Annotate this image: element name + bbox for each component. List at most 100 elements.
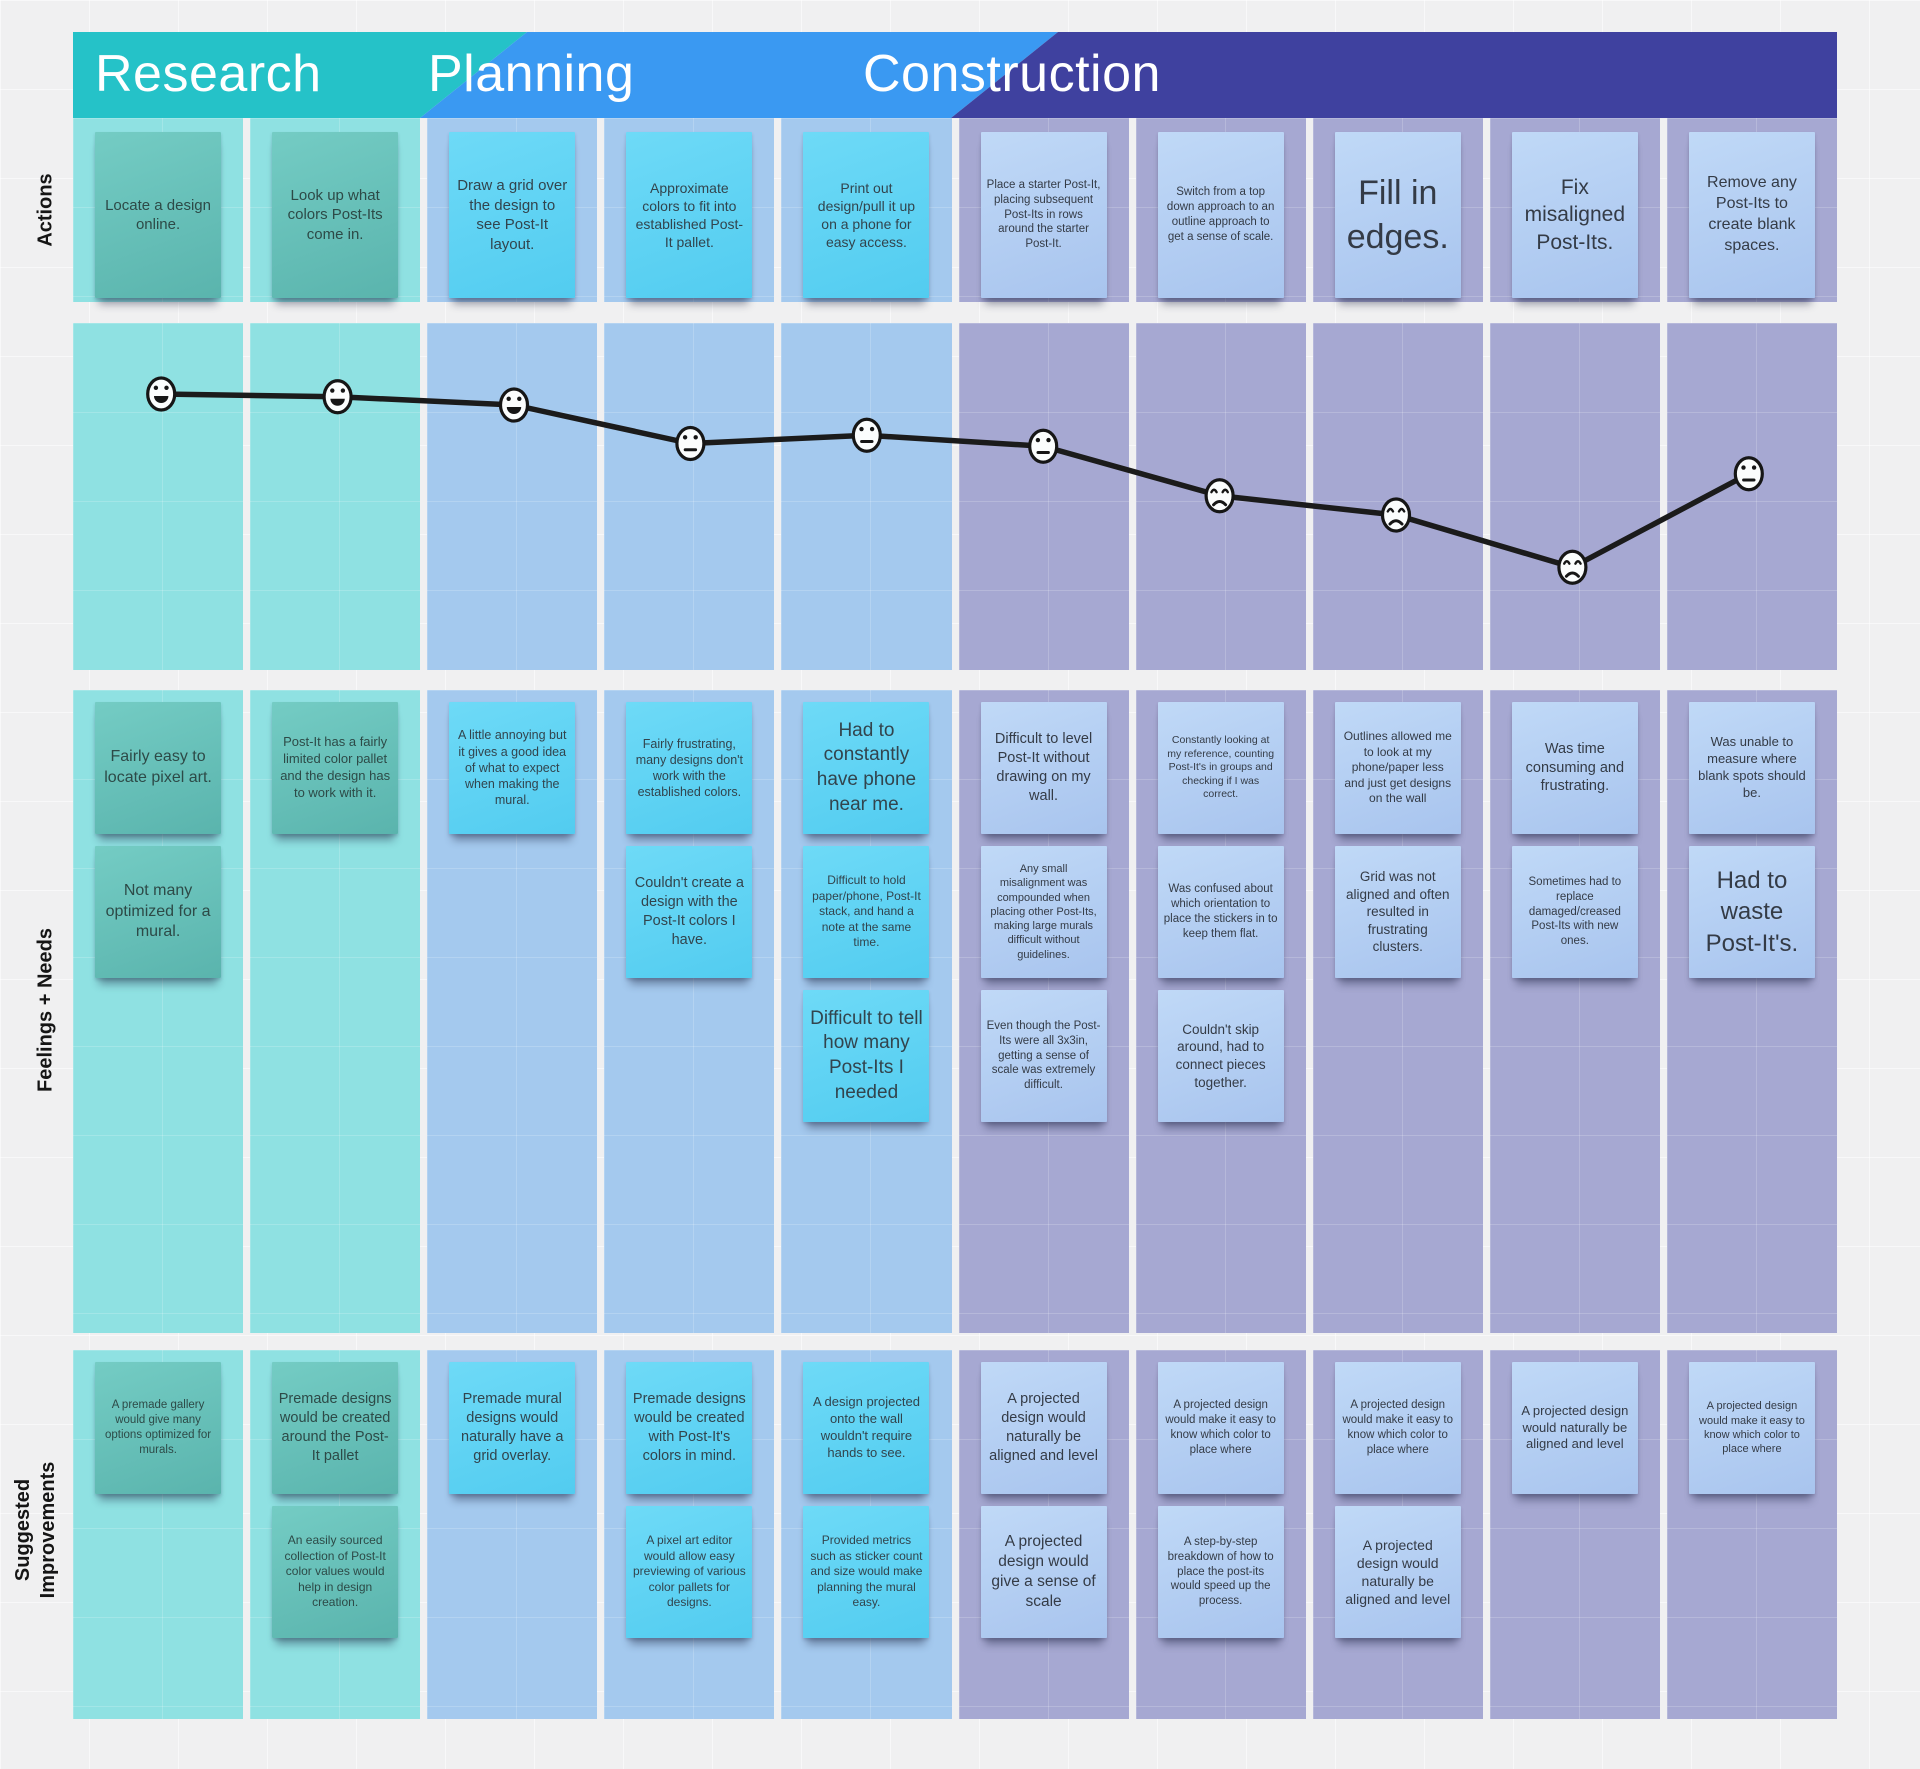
- emotion-face-neutral[interactable]: [851, 417, 882, 453]
- phase-column-planning: Had to constantly have phone near me. Dif…: [781, 690, 952, 1333]
- emotion-face-happy[interactable]: [322, 379, 353, 415]
- phase-column-planning: Premade designs would be created with Po…: [604, 1350, 775, 1719]
- feeling-note[interactable]: Post-It has a fairly limited color palle…: [272, 702, 399, 834]
- feeling-note[interactable]: Difficult to tell how many Post-Its I ne…: [803, 990, 930, 1122]
- action-note-text: Print out design/pull it up on a phone f…: [817, 179, 916, 251]
- action-note-text: Look up what colors Post-Its come in.: [287, 186, 383, 243]
- emotion-face-happy[interactable]: [498, 387, 530, 423]
- phase-column-construction: Switch from a top down approach to an ou…: [1135, 118, 1306, 302]
- improvement-note[interactable]: A projected design would give a sense of…: [980, 1506, 1107, 1638]
- emotion-face-neutral[interactable]: [1028, 428, 1059, 464]
- phase-column-planning: [604, 323, 775, 670]
- feeling-note[interactable]: Any small misalignment was compounded wh…: [980, 846, 1107, 978]
- feeling-note[interactable]: Grid was not aligned and often resulted …: [1334, 846, 1461, 978]
- phase-column-construction: A projected design would make it easy to…: [1312, 1350, 1483, 1719]
- improvement-note-text: A pixel art editor would allow easy prev…: [632, 1533, 746, 1610]
- feeling-note[interactable]: Outlines allowed me to look at my phone/…: [1334, 702, 1461, 834]
- phase-column-construction: [1489, 323, 1660, 670]
- improvement-note[interactable]: Premade mural designs would naturally ha…: [449, 1362, 576, 1494]
- feeling-note[interactable]: Was time consuming and frustrating.: [1511, 702, 1638, 834]
- feeling-note[interactable]: Difficult to hold paper/phone, Post-It s…: [803, 846, 930, 978]
- feeling-note[interactable]: Had to constantly have phone near me.: [803, 702, 930, 834]
- improvement-note[interactable]: Provided metrics such as sticker count a…: [803, 1506, 930, 1638]
- feeling-note[interactable]: Difficult to level Post-It without drawi…: [980, 702, 1107, 834]
- improvement-note[interactable]: A projected design would make it easy to…: [1334, 1362, 1461, 1494]
- feelings-needs-row: Fairly easy to locate pixel art. Not many…: [73, 690, 1837, 1333]
- phase-label-research: Research: [95, 45, 322, 103]
- phase-column-research: A premade gallery would give many option…: [73, 1350, 244, 1719]
- feeling-note[interactable]: Even though the Post-Its were all 3x3in,…: [980, 990, 1107, 1122]
- feeling-note-text: Had to waste Post-It's.: [1705, 867, 1799, 957]
- improvement-note-text: Premade designs would be created around …: [278, 1391, 392, 1464]
- phase-column-construction: Was time consuming and frustrating. Somet…: [1489, 690, 1660, 1333]
- feeling-note-text: Sometimes had to replace damaged/creased…: [1528, 875, 1622, 948]
- row-label-suggested-improvements: Suggested Improvements: [12, 1461, 59, 1599]
- action-note[interactable]: Print out design/pull it up on a phone f…: [803, 132, 930, 298]
- improvement-note[interactable]: A step-by-step breakdown of how to place…: [1157, 1506, 1284, 1638]
- feeling-note[interactable]: Was confused about which orientation to …: [1157, 846, 1284, 978]
- emotion-line-chart: [146, 376, 1764, 585]
- improvement-note-text: A projected design would make it easy to…: [1342, 1399, 1454, 1456]
- phase-column-research: Look up what colors Post-Its come in.: [250, 118, 421, 302]
- phase-label-construction: Construction: [863, 45, 1161, 103]
- improvement-note-text: Premade designs would be created with Po…: [632, 1391, 746, 1464]
- feeling-note[interactable]: Sometimes had to replace damaged/creased…: [1511, 846, 1638, 978]
- feeling-note[interactable]: Couldn't skip around, had to connect pie…: [1157, 990, 1284, 1122]
- improvement-note-text: A projected design would naturally be al…: [1521, 1402, 1629, 1452]
- feeling-note[interactable]: Fairly frustrating, many designs don't w…: [626, 702, 753, 834]
- action-note[interactable]: Fill in edges.: [1334, 132, 1461, 298]
- improvement-note[interactable]: A design projected onto the wall wouldn'…: [803, 1362, 930, 1494]
- action-note[interactable]: Switch from a top down approach to an ou…: [1157, 132, 1284, 298]
- action-note[interactable]: Locate a design online.: [95, 132, 222, 298]
- phase-column-planning: Print out design/pull it up on a phone f…: [781, 118, 952, 302]
- phase-column-planning: Approximate colors to fit into establish…: [604, 118, 775, 302]
- emotion-face-sad[interactable]: [1557, 549, 1588, 585]
- feeling-note-text: Was unable to measure where blank spots …: [1698, 734, 1806, 800]
- action-note[interactable]: Draw a grid over the design to see Post-…: [449, 132, 576, 298]
- improvement-note[interactable]: A pixel art editor would allow easy prev…: [626, 1506, 753, 1638]
- action-note[interactable]: Fix misaligned Post-Its.: [1511, 132, 1638, 298]
- emotion-face-neutral[interactable]: [1733, 456, 1764, 492]
- phase-band-planning: [420, 32, 1058, 118]
- improvement-note[interactable]: A premade gallery would give many option…: [95, 1362, 222, 1494]
- improvement-note-text: A projected design would make it easy to…: [1165, 1399, 1276, 1456]
- phase-column-construction: [1666, 323, 1837, 670]
- improvement-note[interactable]: Premade designs would be created around …: [272, 1362, 399, 1494]
- feeling-note[interactable]: Couldn't create a design with the Post-I…: [626, 846, 753, 978]
- phase-column-planning: Premade mural designs would naturally ha…: [427, 1350, 598, 1719]
- action-note[interactable]: Remove any Post-Its to create blank spac…: [1688, 132, 1815, 298]
- action-note[interactable]: Approximate colors to fit into establish…: [626, 132, 753, 298]
- feeling-note[interactable]: Fairly easy to locate pixel art.: [95, 702, 222, 834]
- phase-column-planning: A little annoying but it gives a good id…: [427, 690, 598, 1333]
- phase-column-planning: Fairly frustrating, many designs don't w…: [604, 690, 775, 1333]
- suggested-improvements-row: A premade gallery would give many option…: [73, 1350, 1837, 1719]
- feeling-note[interactable]: Was unable to measure where blank spots …: [1688, 702, 1815, 834]
- phase-label-planning: Planning: [428, 45, 635, 103]
- emotion-face-sad[interactable]: [1204, 478, 1235, 514]
- action-note[interactable]: Look up what colors Post-Its come in.: [272, 132, 399, 298]
- improvement-note-text: Provided metrics such as sticker count a…: [810, 1533, 923, 1610]
- improvement-note[interactable]: An easily sourced collection of Post-It …: [272, 1506, 399, 1638]
- action-note[interactable]: Place a starter Post-It, placing subsequ…: [980, 132, 1107, 298]
- feeling-note[interactable]: Constantly looking at my reference, coun…: [1157, 702, 1284, 834]
- feeling-note[interactable]: Had to waste Post-It's.: [1688, 846, 1815, 978]
- improvement-note-text: A projected design would make it easy to…: [1699, 1400, 1805, 1456]
- phase-column-construction: A projected design would naturally be al…: [958, 1350, 1129, 1719]
- improvement-note[interactable]: A projected design would naturally be al…: [1511, 1362, 1638, 1494]
- feeling-note[interactable]: A little annoying but it gives a good id…: [449, 702, 576, 834]
- emotion-face-neutral[interactable]: [675, 425, 706, 462]
- improvement-note-text: A step-by-step breakdown of how to place…: [1167, 1535, 1274, 1608]
- improvement-note[interactable]: A projected design would make it easy to…: [1688, 1362, 1815, 1494]
- improvement-note[interactable]: A projected design would naturally be al…: [980, 1362, 1107, 1494]
- feeling-note[interactable]: Not many optimized for a mural.: [95, 846, 222, 978]
- emotion-face-sad[interactable]: [1380, 497, 1412, 533]
- improvement-note-text: A projected design would naturally be al…: [1345, 1536, 1451, 1608]
- improvement-note[interactable]: Premade designs would be created with Po…: [626, 1362, 753, 1494]
- phase-column-construction: Constantly looking at my reference, coun…: [1135, 690, 1306, 1333]
- emotion-face-happy[interactable]: [146, 376, 177, 412]
- action-note-text: Approximate colors to fit into establish…: [635, 179, 744, 251]
- improvement-note[interactable]: A projected design would naturally be al…: [1334, 1506, 1461, 1638]
- row-label-feelings-needs: Feelings + Needs: [34, 928, 57, 1092]
- improvement-note[interactable]: A projected design would make it easy to…: [1157, 1362, 1284, 1494]
